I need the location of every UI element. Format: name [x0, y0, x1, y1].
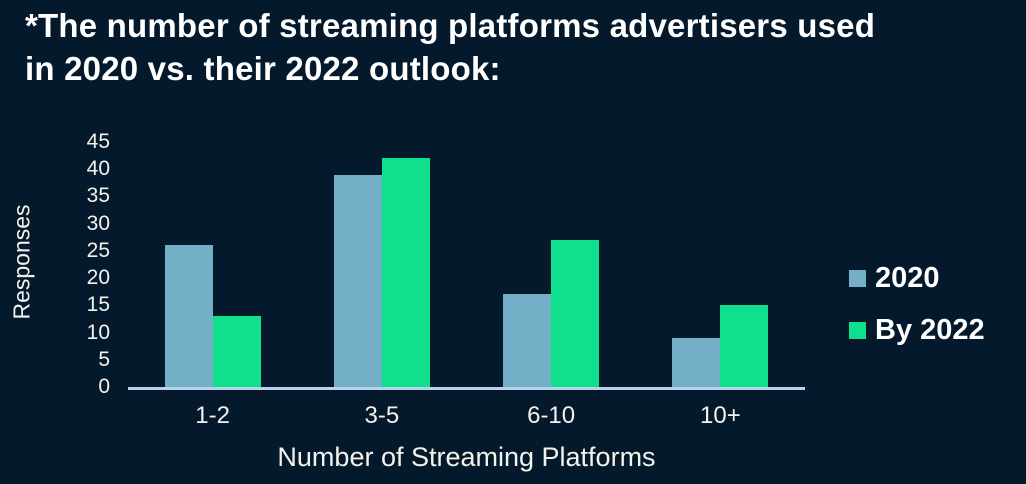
bar-group-1-2: [128, 139, 297, 387]
bar-group-6-10: [467, 139, 636, 387]
bar-by-2022-10+: [720, 305, 769, 387]
y-tick-40: 40: [86, 157, 110, 181]
y-tick-35: 35: [86, 184, 110, 208]
y-tick-30: 30: [86, 211, 110, 235]
x-tick-1-2: 1-2: [195, 402, 230, 429]
y-axis-title: Responses: [8, 204, 35, 320]
bar-by-2022-1-2: [212, 316, 261, 387]
legend: 2020 By 2022: [849, 261, 985, 367]
y-tick-15: 15: [86, 293, 110, 317]
legend-label-2020: 2020: [875, 261, 940, 294]
y-tick-10: 10: [86, 320, 110, 344]
bar-2020-3-5: [333, 174, 382, 387]
bar-group-10+: [636, 139, 805, 387]
x-tick-10+: 10+: [700, 402, 741, 429]
legend-item-by-2022: By 2022: [849, 313, 985, 346]
y-tick-20: 20: [86, 266, 110, 290]
bar-2020-6-10: [503, 294, 552, 387]
legend-label-by-2022: By 2022: [875, 313, 985, 346]
legend-item-2020: 2020: [849, 261, 985, 294]
chart-title: *The number of streaming platforms adver…: [25, 4, 875, 90]
chart-title-line2: in 2020 vs. their 2022 outlook:: [25, 50, 501, 87]
chart-title-line1: *The number of streaming platforms adver…: [25, 7, 876, 44]
bar-2020-10+: [672, 338, 721, 387]
y-tick-0: 0: [98, 375, 110, 398]
y-tick-45: 45: [86, 130, 110, 153]
bar-by-2022-3-5: [381, 158, 430, 387]
legend-swatch-2020: [849, 269, 866, 287]
x-tick-6-10: 6-10: [527, 402, 576, 429]
plot-area: [128, 139, 805, 390]
y-tick-5: 5: [98, 347, 110, 371]
x-axis-line: [128, 387, 805, 390]
legend-swatch-by-2022: [849, 321, 866, 339]
bar-group-3-5: [297, 139, 466, 387]
y-tick-25: 25: [86, 238, 110, 262]
x-tick-3-5: 3-5: [364, 402, 400, 429]
bar-2020-1-2: [164, 245, 213, 387]
bar-by-2022-6-10: [551, 240, 600, 387]
x-axis-title: Number of Streaming Platforms: [277, 442, 656, 472]
